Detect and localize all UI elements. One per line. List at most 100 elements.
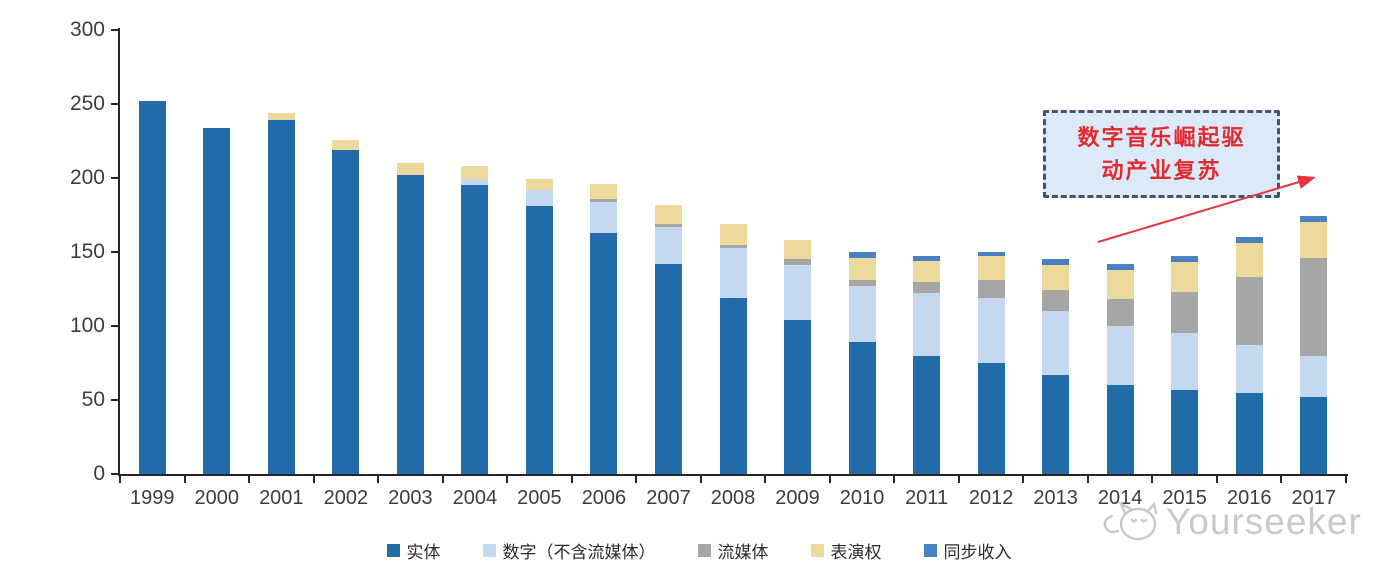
- x-axis-label: 2002: [323, 487, 369, 509]
- bar-segment: [977, 252, 1005, 257]
- bar-segment: [848, 342, 876, 474]
- annotation-text-line1: 数字音乐崛起驱: [1077, 125, 1246, 150]
- bar-segment: [461, 166, 489, 180]
- x-axis-label: 2012: [968, 487, 1014, 509]
- legend-item: 流媒体: [697, 538, 769, 563]
- legend-item: 数字（不含流媒体）: [482, 538, 656, 563]
- y-axis-label: 0: [93, 462, 105, 485]
- x-tick: [1086, 476, 1089, 483]
- y-axis-label: 300: [69, 18, 105, 41]
- legend-swatch-icon: [697, 544, 711, 557]
- legend-label: 流媒体: [717, 543, 769, 562]
- x-axis-label: 2000: [194, 487, 240, 509]
- bar-segment: [784, 259, 812, 266]
- bar-segment: [1300, 397, 1328, 474]
- y-tick: [111, 325, 120, 327]
- bar-segment: [1235, 243, 1263, 278]
- x-axis-label: 1999: [130, 487, 175, 509]
- watermark-label: Yourseeker: [1166, 501, 1362, 542]
- bar-segment: [1106, 385, 1134, 474]
- bar-segment: [848, 257, 876, 281]
- x-axis-label: 2013: [1033, 487, 1078, 509]
- bar-segment: [1300, 222, 1328, 258]
- bar-segment: [1171, 333, 1199, 390]
- bar-segment: [719, 247, 747, 298]
- bar-segment: [719, 223, 747, 245]
- x-tick: [183, 476, 186, 483]
- bar-segment: [525, 189, 553, 207]
- bar-segment: [654, 204, 682, 224]
- y-axis-label: 50: [81, 388, 105, 411]
- x-axis-label: 2007: [646, 487, 691, 509]
- legend-item: 同步收入: [923, 538, 1012, 563]
- bar-segment: [461, 179, 489, 186]
- bar-segment: [590, 183, 618, 199]
- x-axis-label: 2014: [1097, 487, 1143, 509]
- bar-segment: [1042, 374, 1070, 474]
- watermark: Yourseeker: [1098, 496, 1362, 548]
- bar-segment: [1235, 392, 1263, 474]
- x-tick: [119, 476, 121, 483]
- y-tick: [111, 399, 120, 401]
- y-axis-label: 250: [69, 92, 105, 115]
- x-axis-label: 2015: [1162, 487, 1207, 509]
- bar-segment: [332, 139, 360, 150]
- bar-segment: [203, 127, 231, 474]
- legend-swatch-icon: [923, 544, 937, 557]
- bar-segment: [654, 263, 682, 474]
- bar-segment: [654, 223, 682, 227]
- x-axis-label: 2011: [905, 487, 949, 509]
- bar-segment: [1106, 299, 1134, 326]
- bar-segment: [332, 149, 360, 474]
- bar-segment: [1106, 269, 1134, 300]
- x-tick: [1022, 476, 1025, 483]
- bar-segment: [590, 232, 618, 474]
- x-axis-label: 2004: [452, 487, 498, 509]
- bar-segment: [1235, 277, 1263, 346]
- bar-segment: [719, 244, 747, 248]
- bar-segment: [977, 280, 1005, 298]
- y-tick: [111, 251, 120, 253]
- x-tick: [1151, 476, 1154, 483]
- bar-segment: [590, 198, 618, 202]
- x-tick: [957, 476, 960, 483]
- bar-segment: [1171, 256, 1199, 263]
- bar-segment: [461, 185, 489, 474]
- bar-segment: [654, 226, 682, 264]
- bar-segment: [396, 163, 424, 176]
- x-axis-label: 2001: [259, 487, 304, 509]
- bar-segment: [590, 201, 618, 233]
- legend-label: 同步收入: [943, 543, 1012, 562]
- bar-segment: [1171, 389, 1199, 474]
- annotation-text-line2: 动产业复苏: [1101, 158, 1222, 183]
- legend-item: 实体: [386, 538, 441, 563]
- bar-segment: [1106, 326, 1134, 386]
- x-tick: [1280, 476, 1283, 483]
- legend-label: 表演权: [830, 543, 882, 562]
- x-tick: [893, 476, 896, 483]
- bar-segment: [1235, 237, 1263, 244]
- x-axis-label: 2005: [517, 487, 562, 509]
- bar-segment: [1042, 265, 1070, 291]
- legend: 实体 数字（不含流媒体） 流媒体 表演权 同步收入: [0, 538, 1398, 563]
- x-axis-label: 2017: [1291, 487, 1336, 509]
- bar-segment: [1042, 311, 1070, 375]
- bar-segment: [977, 363, 1005, 474]
- x-tick: [570, 476, 573, 483]
- bar-segment: [396, 175, 424, 474]
- x-tick: [248, 476, 251, 483]
- x-axis-line: [118, 474, 1348, 476]
- x-axis-label: 2009: [775, 487, 820, 509]
- x-tick: [764, 476, 767, 483]
- bar-segment: [913, 256, 941, 261]
- bar-segment: [1171, 291, 1199, 334]
- x-tick: [1215, 476, 1218, 483]
- bar-segment: [1106, 263, 1134, 270]
- bar-segment: [1171, 262, 1199, 292]
- x-axis-label: 2010: [839, 487, 885, 509]
- bar-segment: [848, 286, 876, 343]
- bar-segment: [784, 320, 812, 474]
- bar-segment: [1042, 290, 1070, 312]
- bar-segment: [1300, 257, 1328, 356]
